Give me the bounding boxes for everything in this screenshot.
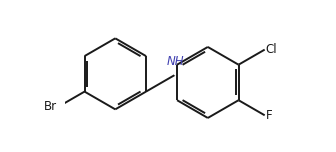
Text: F: F <box>266 109 272 122</box>
Text: Cl: Cl <box>266 43 278 56</box>
Text: NH: NH <box>167 55 184 68</box>
Text: Br: Br <box>44 100 57 113</box>
